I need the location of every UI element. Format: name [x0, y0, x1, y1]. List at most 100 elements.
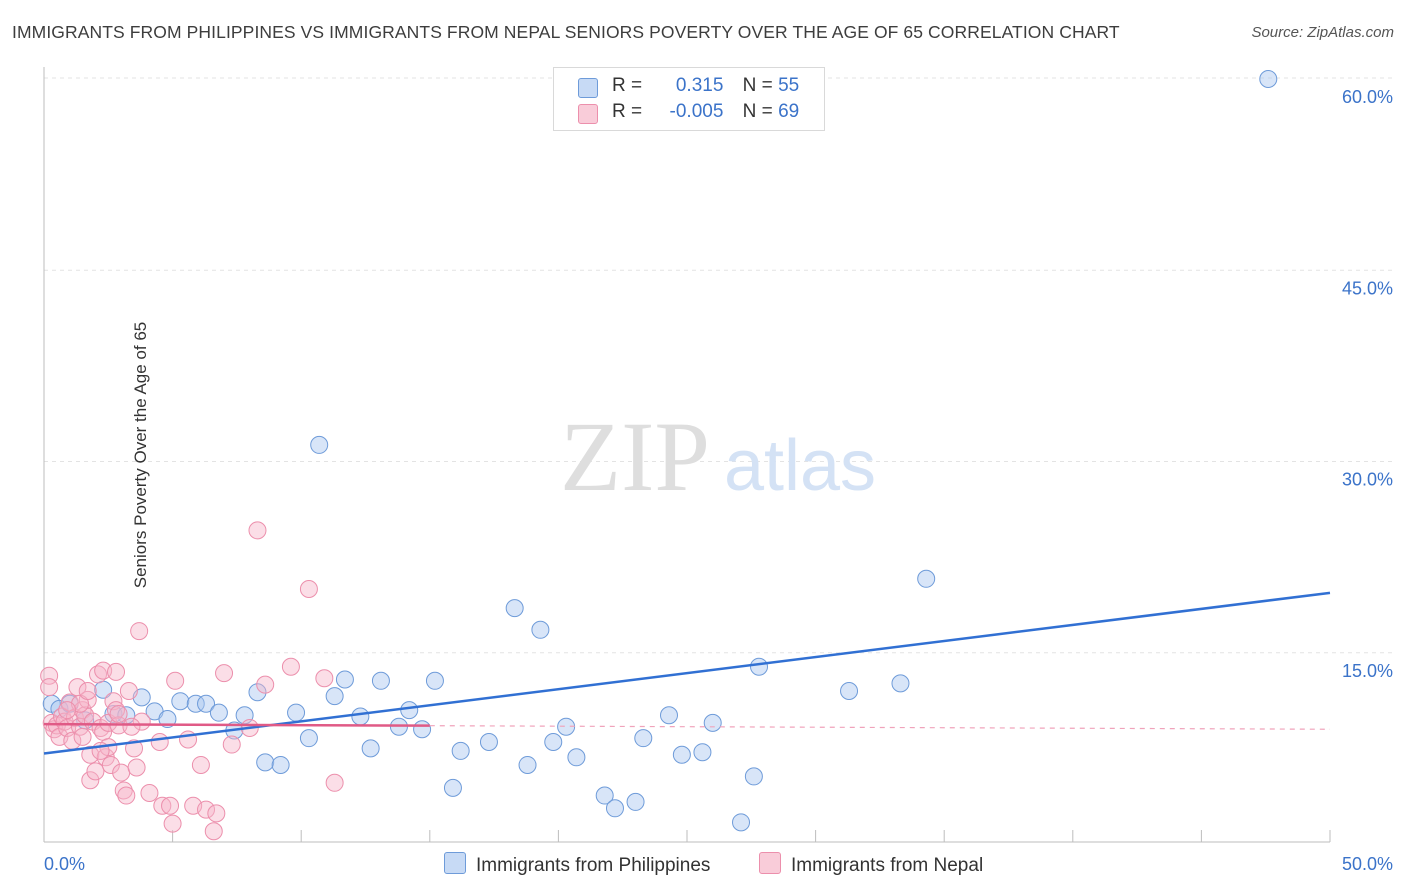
nepal-point: [222, 735, 241, 754]
nepal-point: [78, 682, 97, 700]
philippines-point: [361, 739, 380, 758]
philippines-point: [605, 799, 624, 818]
nepal-point: [81, 771, 100, 790]
nepal-point: [215, 664, 234, 683]
philippines-point: [186, 694, 205, 713]
nepal-point: [81, 745, 100, 764]
philippines-point: [703, 713, 722, 732]
y-axis-label: Seniors Poverty Over the Age of 65: [131, 321, 151, 589]
nepal-trend-line-dashed: [429, 725, 1331, 730]
nepal-point: [112, 763, 131, 782]
philippines-point: [567, 748, 586, 767]
philippines-point: [443, 778, 462, 797]
bottom-legend-philippines: Immigrants from Philippines: [444, 852, 710, 877]
bottom-legend-label-nepal: Immigrants from Nepal: [791, 855, 984, 876]
x-tick-label: 0.0%: [44, 854, 85, 874]
philippines-point: [659, 706, 678, 725]
philippines-point: [544, 733, 563, 751]
nepal-point: [325, 773, 344, 792]
legend-swatch-philippines: [578, 78, 598, 98]
philippines-point: [209, 703, 228, 722]
philippines-point: [672, 745, 691, 764]
watermark-atlas: atlas: [724, 426, 876, 506]
philippines-point: [171, 692, 190, 711]
philippines-point: [917, 569, 936, 588]
nepal-point: [299, 580, 318, 598]
nepal-point: [256, 675, 275, 694]
nepal-point: [161, 796, 180, 815]
philippines-point: [626, 792, 645, 811]
legend-n-label: N =: [742, 75, 773, 96]
philippines-point: [732, 813, 751, 832]
philippines-point: [248, 683, 267, 702]
tick-labels: 15.0% 30.0% 45.0% 60.0% 0.0% 50.0%: [44, 87, 1393, 874]
philippines-point: [335, 670, 354, 689]
nepal-point: [109, 704, 128, 723]
philippines-point: [299, 729, 318, 748]
philippines-point: [693, 743, 712, 762]
philippines-point: [413, 720, 432, 739]
nepal-point: [125, 739, 144, 758]
philippines-point: [891, 674, 910, 693]
nepal-point: [204, 822, 223, 841]
chart-title: IMMIGRANTS FROM PHILIPPINES VS IMMIGRANT…: [12, 22, 1120, 42]
nepal-point: [166, 671, 185, 690]
nepal-point: [114, 781, 133, 800]
legend-n-value: 69: [778, 101, 800, 122]
nepal-point: [94, 661, 113, 680]
philippines-point: [287, 703, 306, 722]
philippines-point: [197, 694, 216, 713]
nepal-point: [248, 521, 267, 540]
nepal-trend-line: [43, 722, 430, 727]
legend-r-value: -0.005: [669, 101, 724, 122]
y-tick-label: 30.0%: [1342, 470, 1393, 490]
nepal-point: [101, 755, 120, 774]
philippines-point: [505, 599, 524, 618]
legend-n-value: 55: [778, 75, 800, 96]
legend-r-value: 0.315: [675, 75, 724, 96]
philippines-point: [634, 729, 653, 748]
philippines-point: [325, 687, 344, 706]
philippines-point: [400, 701, 419, 720]
y-tick-label: 15.0%: [1342, 661, 1393, 681]
philippines-point: [595, 786, 614, 805]
axes: [43, 67, 1331, 843]
philippines-point: [310, 435, 329, 454]
legend-r-label: R =: [612, 101, 643, 122]
philippines-point: [750, 657, 769, 676]
nepal-point: [150, 733, 169, 751]
legend-r-label: R =: [612, 75, 643, 96]
watermark-zip: ZIP: [560, 401, 710, 512]
philippines-point: [256, 753, 275, 772]
nepal-point: [197, 800, 216, 819]
trend-lines: [43, 591, 1331, 755]
y-tick-label: 45.0%: [1342, 278, 1393, 298]
bottom-legend-label-philippines: Immigrants from Philippines: [476, 855, 711, 876]
correlation-legend: R = 0.315 N = 55 R = -0.005 N = 69: [553, 67, 825, 131]
source-label: Source: ZipAtlas.com: [1251, 24, 1394, 41]
philippines-point: [451, 741, 470, 760]
nepal-point: [130, 622, 149, 641]
nepal-point: [122, 717, 141, 736]
nepal-point: [58, 701, 77, 720]
nepal-point: [65, 708, 84, 727]
nepal-point: [40, 678, 59, 697]
philippines-point: [271, 755, 290, 774]
nepal-point: [153, 796, 172, 815]
data-points: [40, 70, 1278, 841]
bottom-legend-nepal: Immigrants from Nepal: [759, 852, 983, 877]
philippines-point: [840, 682, 859, 700]
nepal-point: [140, 784, 159, 802]
nepal-point: [132, 712, 151, 731]
philippines-point: [371, 671, 390, 690]
x-tick-label: 50.0%: [1342, 854, 1393, 874]
bottom-legend-swatch-philippines: [444, 852, 466, 874]
philippines-trend-line: [43, 591, 1331, 755]
philippines-point: [531, 620, 550, 639]
nepal-point: [191, 755, 210, 774]
grid-lines: [44, 77, 1395, 654]
legend-swatch-nepal: [578, 104, 598, 124]
bottom-legend-swatch-nepal: [759, 852, 781, 874]
legend-n-label: N =: [742, 101, 773, 122]
